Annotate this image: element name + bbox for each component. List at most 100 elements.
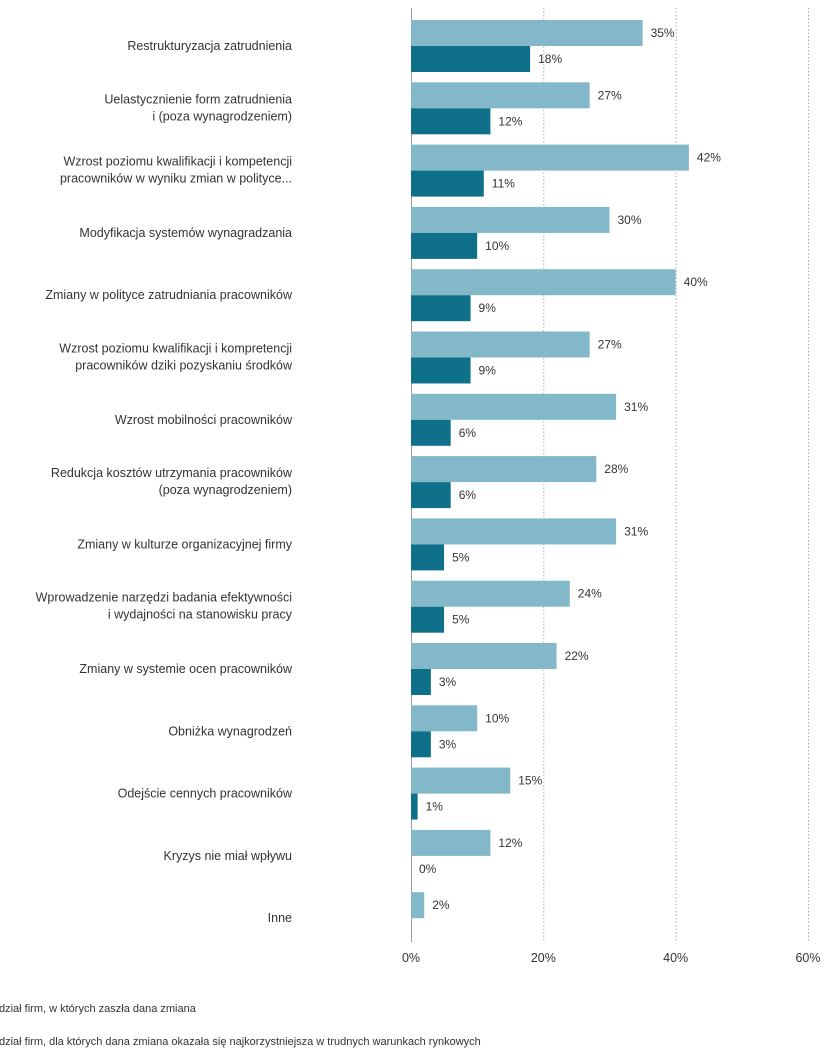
data-label: 10% [485, 711, 509, 725]
data-label: 2% [432, 898, 450, 912]
bar-most-beneficial [411, 669, 431, 695]
data-label: 31% [624, 524, 648, 538]
data-label: 15% [518, 774, 542, 788]
category-group: Restrukturyzacja zatrudnienia 35% 18% [127, 20, 675, 72]
bar-changed [411, 518, 617, 545]
category-label: Wzrost poziomu kwalifikacji i kompretenc… [59, 342, 292, 356]
category-group: Zmiany w kulturze organizacyjnej firmy 31… [77, 518, 648, 571]
category-label: Inne [268, 911, 292, 925]
data-label: 12% [498, 836, 522, 850]
category-label: Restrukturyzacja zatrudnienia [127, 39, 292, 53]
bar-changed [411, 269, 676, 296]
data-label: 24% [578, 587, 602, 601]
bar-changed [411, 206, 610, 233]
data-label: 9% [479, 364, 497, 378]
data-label: 27% [598, 88, 622, 102]
category-group: Modyfikacja systemów wynagradzania 30% 10% [79, 206, 642, 259]
bar-most-beneficial [411, 482, 451, 509]
bar-most-beneficial [411, 46, 531, 72]
category-label: Zmiany w systemie ocen pracowników [79, 662, 293, 676]
category-group: Inne 2% [268, 892, 450, 925]
category-label: pracowników dziki pozyskaniu środków [75, 359, 293, 373]
bar-most-beneficial [411, 544, 445, 571]
bar-changed [411, 456, 597, 483]
category-group: Redukcja kosztów utrzymania pracowników (… [51, 456, 629, 509]
category-label: Redukcja kosztów utrzymania pracowników [51, 466, 293, 480]
category-group: Wprowadzenie narzędzi badania efektywnoś… [36, 580, 602, 633]
legend-entry: dział firm, dla których dana zmiana okaz… [0, 1036, 481, 1048]
category-label: Kryzys nie miał wpływu [163, 849, 292, 863]
bar-changed [411, 20, 643, 46]
bar-changed [411, 767, 511, 794]
category-group: Zmiany w polityce zatrudniania pracownik… [45, 269, 708, 322]
bar-changed [411, 892, 425, 919]
data-label: 27% [598, 338, 622, 352]
bar-most-beneficial [411, 419, 451, 446]
x-tick-label: 40% [663, 951, 688, 965]
bar-most-beneficial [411, 731, 431, 758]
category-group: Obniżka wynagrodzeń 10% 3% [168, 705, 510, 758]
category-label: Modyfikacja systemów wynagradzania [79, 226, 292, 240]
data-label: 42% [697, 151, 721, 165]
data-label: 6% [459, 488, 477, 502]
data-label: 5% [452, 613, 470, 627]
bar-most-beneficial [411, 232, 478, 259]
category-group: Wzrost mobilności pracowników 31% 6% [115, 393, 648, 446]
data-label: 31% [624, 400, 648, 414]
data-label: 10% [485, 239, 509, 253]
category-label: i (poza wynagrodzeniem) [152, 109, 292, 123]
category-label: pracowników w wyniku zmian w polityce... [60, 172, 292, 186]
bar-most-beneficial [411, 108, 491, 135]
category-label: Uelastycznienie form zatrudnienia [104, 92, 292, 106]
data-label: 5% [452, 550, 470, 564]
bar-changed [411, 82, 590, 109]
data-label: 3% [439, 675, 457, 689]
bar-most-beneficial [411, 793, 418, 820]
x-tick-label: 60% [795, 951, 820, 965]
data-label: 40% [684, 275, 708, 289]
data-label: 6% [459, 426, 477, 440]
data-label: 1% [426, 800, 444, 814]
category-label: Obniżka wynagrodzeń [168, 724, 292, 738]
category-label: Wzrost mobilności pracowników [115, 413, 293, 427]
category-label: i wydajności na stanowisku pracy [108, 608, 293, 622]
category-label: Odejście cennych pracowników [118, 787, 293, 801]
data-label: 35% [651, 26, 675, 40]
bar-changed [411, 705, 478, 732]
bar-changed [411, 829, 491, 856]
bar-most-beneficial [411, 606, 445, 633]
legend-entry: dział firm, w których zaszła dana zmiana [0, 1003, 197, 1015]
category-group: Uelastycznienie form zatrudnienia i (poza… [104, 82, 622, 135]
bar-changed [411, 331, 590, 358]
category-group: Zmiany w systemie ocen pracowników 22% 3% [79, 643, 589, 695]
data-label: 22% [565, 649, 589, 663]
category-group: Odejście cennych pracowników 15% 1% [118, 767, 543, 820]
category-label: Zmiany w polityce zatrudniania pracownik… [45, 288, 293, 302]
data-label: 9% [479, 301, 497, 315]
data-label: 11% [492, 177, 515, 191]
data-label: 3% [439, 737, 457, 751]
category-label: Zmiany w kulturze organizacyjnej firmy [77, 537, 292, 551]
data-label: 18% [538, 52, 562, 66]
data-label: 12% [498, 114, 522, 128]
x-tick-label: 0% [402, 951, 420, 965]
category-group: Kryzys nie miał wpływu 12% 0% [163, 829, 523, 876]
category-label: Wprowadzenie narzędzi badania efektywnoś… [36, 591, 292, 605]
x-tick-label: 20% [531, 951, 556, 965]
category-group: Wzrost poziomu kwalifikacji i kompretenc… [59, 331, 622, 384]
category-group: Wzrost poziomu kwalifikacji i kompetencj… [60, 144, 721, 197]
category-label: (poza wynagrodzeniem) [159, 483, 292, 497]
bar-most-beneficial [411, 170, 484, 197]
bar-changed [411, 580, 570, 607]
data-label: 0% [419, 862, 437, 876]
bar-most-beneficial [411, 295, 471, 322]
bar-changed [411, 643, 557, 669]
data-label: 28% [604, 462, 628, 476]
bar-most-beneficial [411, 357, 471, 384]
data-label: 30% [618, 213, 642, 227]
bar-changed [411, 393, 617, 420]
category-label: Wzrost poziomu kwalifikacji i kompetencj… [63, 155, 292, 169]
bar-changed [411, 144, 689, 171]
